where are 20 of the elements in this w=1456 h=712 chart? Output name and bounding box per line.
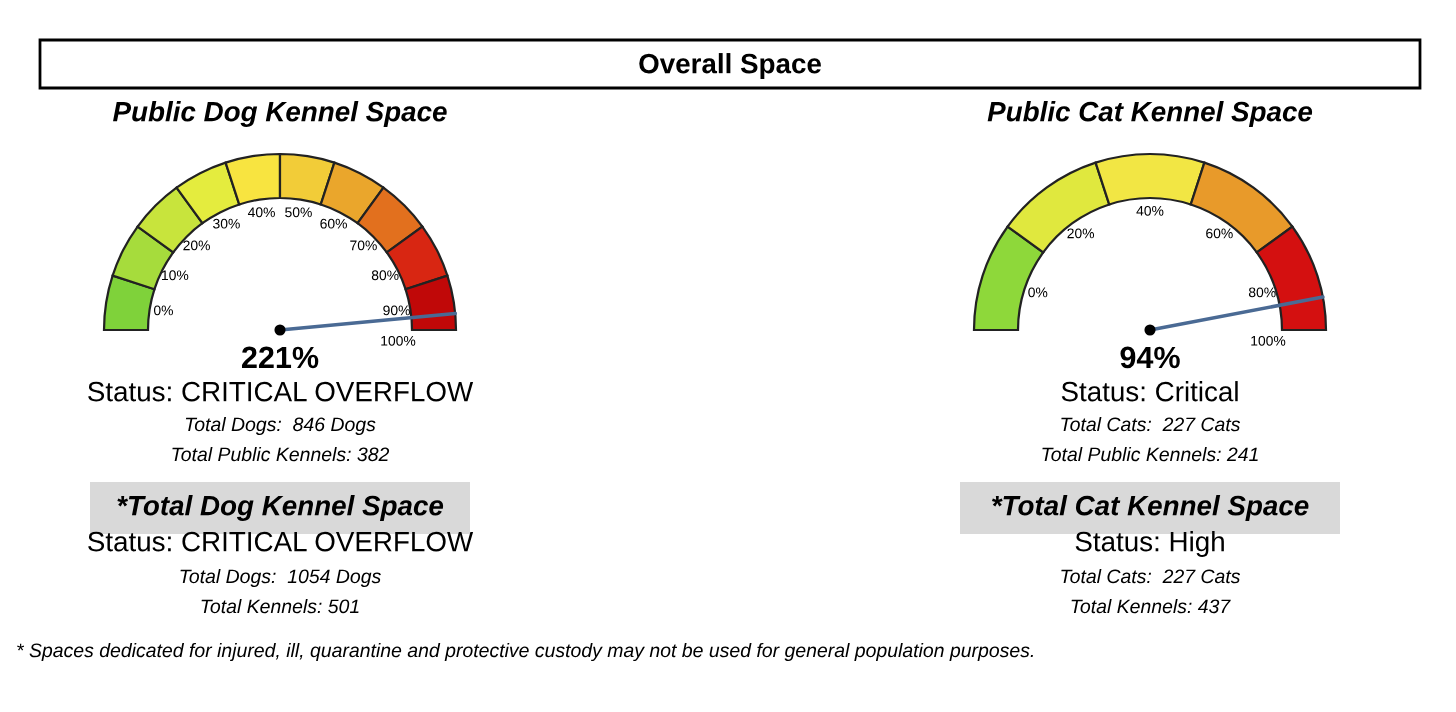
text: Status: CRITICAL OVERFLOW [88,381,474,402]
chart-title: Public Cat Kennel Space [987,101,1313,127]
text: Total Kennels: 501 [201,598,359,614]
text: *Total Dog Kennel Space [117,495,444,521]
text: Total Dogs: 846 Dogs [185,416,376,436]
text: Total Public Kennels: 382 [172,446,390,462]
text: Total Dogs: 1054 Dogs [180,568,381,588]
text: Total Cats: 227 Cats [1061,416,1241,432]
text: Total Cats: 227 Cats [1061,568,1241,584]
text: Total Public Kennels: 241 [1042,446,1258,462]
text: 94% [1120,346,1180,369]
text: Overall Space [639,53,821,79]
text: *Total Cat Kennel Space [991,495,1309,521]
text: Status: CRITICAL OVERFLOW [88,531,474,552]
text: * Spaces dedicated for injured, ill, quarantine and protective custody may not be used for general population purposes. [17,642,1033,662]
text: Status: High [1075,531,1224,557]
text: 221% [241,346,319,369]
chart-title: Public Dog Kennel Space [113,101,447,127]
text: Total Kennels: 437 [1071,598,1231,614]
text: Status: Critical [1061,381,1238,402]
